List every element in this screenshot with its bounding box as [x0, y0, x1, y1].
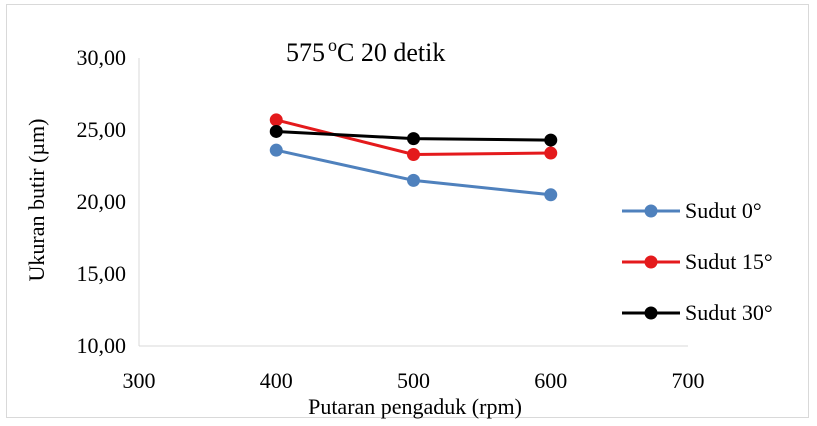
- chart-title-main: 575: [286, 38, 325, 67]
- x-tick-label: 500: [397, 368, 430, 393]
- series-layer: [269, 113, 558, 202]
- data-point: [407, 147, 420, 161]
- x-tick-label: 400: [260, 368, 293, 393]
- legend-label: Sudut 0°: [685, 198, 762, 223]
- y-tick-label: 15,00: [77, 261, 127, 286]
- legend-marker: [644, 306, 658, 320]
- x-tick-label: 600: [534, 368, 567, 393]
- data-point: [407, 173, 420, 187]
- y-tick-label: 30,00: [77, 45, 127, 70]
- data-point: [269, 124, 283, 138]
- y-tick-label: 20,00: [77, 189, 127, 214]
- y-tick-label: 10,00: [77, 333, 127, 358]
- axes: [138, 58, 688, 347]
- legend-marker: [644, 204, 658, 218]
- legend: Sudut 0° Sudut 15° Sudut 30°: [622, 198, 773, 325]
- chart-title-superscript: o: [328, 35, 337, 55]
- x-axis-title: Putaran pengaduk (rpm): [308, 394, 522, 419]
- data-point: [269, 143, 283, 157]
- legend-label: Sudut 15°: [685, 249, 773, 274]
- x-tick-label: 700: [672, 368, 705, 393]
- data-point: [544, 146, 558, 160]
- legend-marker: [644, 255, 658, 269]
- tick-labels: 10,00 15,00 20,00 25,00 30,00 300 400 500 600 700: [77, 45, 705, 393]
- data-point: [407, 132, 420, 146]
- data-point: [544, 188, 558, 202]
- y-axis-title: Ukuran butir (µm): [24, 119, 49, 282]
- data-point: [544, 133, 558, 147]
- data-point: [269, 113, 283, 127]
- chart-title-rest: C 20 detik: [337, 38, 445, 67]
- x-tick-label: 300: [123, 368, 156, 393]
- legend-label: Sudut 30°: [685, 300, 773, 325]
- chart-title: 575 oC 20 detik: [286, 35, 445, 67]
- y-tick-label: 25,00: [77, 117, 127, 142]
